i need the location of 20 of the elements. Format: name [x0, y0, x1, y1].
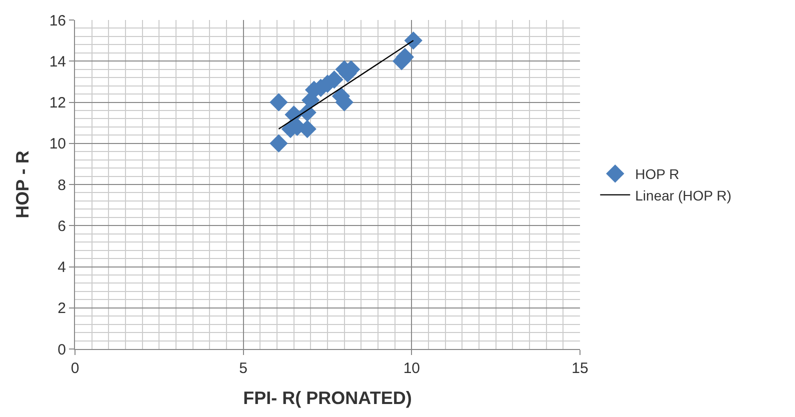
point	[270, 134, 288, 152]
y-tick-label: 12	[49, 94, 66, 112]
legend-label: HOP R	[635, 166, 680, 182]
x-tick-label: 5	[239, 360, 248, 377]
x-tick-label: 10	[403, 360, 420, 377]
y-tick-label: 6	[58, 218, 66, 235]
y-tick-label: 0	[58, 341, 66, 358]
x-tick-label: 0	[70, 360, 80, 377]
legend-label: Linear (HOP R)	[635, 187, 732, 204]
y-axis-title: HOP - R	[12, 150, 33, 218]
y-tick-label: 10	[49, 136, 66, 153]
point	[270, 93, 288, 112]
point	[404, 31, 422, 50]
y-tick-label: 8	[58, 176, 66, 194]
y-tick-label: 2	[58, 300, 66, 318]
y-tick-label: 16	[49, 12, 66, 30]
x-axis-title: FPI- R( PRONATED)	[243, 388, 412, 408]
x-tick-label: 15	[572, 360, 588, 377]
y-tick-label: 14	[49, 53, 66, 70]
y-tick-label: 4	[58, 259, 66, 276]
